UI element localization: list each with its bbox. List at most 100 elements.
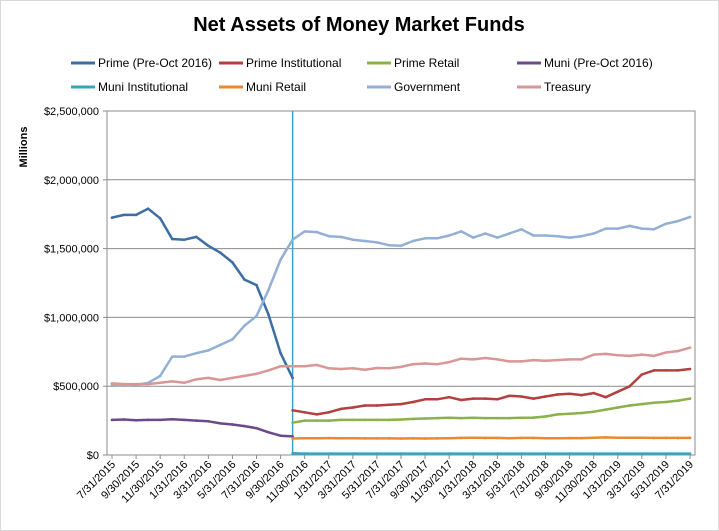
data-point (532, 358, 535, 362)
data-point (267, 369, 270, 372)
data-point (182, 381, 186, 385)
data-point (544, 234, 547, 237)
data-point (291, 376, 294, 380)
data-point (219, 378, 222, 382)
series-line (291, 367, 692, 416)
data-point (640, 227, 644, 230)
data-point (170, 237, 174, 241)
data-point (231, 423, 234, 426)
legend-label: Prime (Pre-Oct 2016) (98, 56, 212, 70)
data-point (676, 452, 680, 455)
data-point (592, 452, 595, 455)
data-point (411, 239, 415, 243)
series-line (110, 417, 294, 438)
data-point (580, 452, 583, 455)
data-point (688, 452, 692, 455)
data-point (435, 397, 439, 401)
data-point (652, 452, 656, 455)
data-point (459, 398, 463, 402)
data-point (652, 354, 656, 358)
data-point (640, 402, 644, 406)
data-point (459, 436, 463, 440)
data-point (688, 436, 692, 440)
data-point (483, 436, 487, 440)
legend-item: Prime Institutional (219, 56, 341, 70)
data-point (471, 452, 475, 455)
data-point (207, 376, 210, 380)
y-tick-label: $500,000 (53, 381, 99, 393)
data-point (604, 452, 608, 455)
data-point (339, 235, 343, 239)
data-point (387, 403, 391, 407)
data-point (207, 244, 210, 248)
data-point (411, 362, 415, 366)
data-point (483, 416, 487, 420)
data-point (363, 368, 367, 371)
data-point (604, 395, 608, 399)
data-point (243, 278, 246, 281)
data-point (219, 251, 222, 255)
data-point (291, 238, 294, 241)
data-point (471, 436, 475, 440)
data-point (279, 434, 282, 438)
data-point (134, 382, 138, 386)
data-point (315, 363, 319, 367)
data-point (556, 234, 559, 238)
data-point (327, 436, 331, 440)
data-point (640, 353, 644, 356)
data-point (496, 436, 499, 440)
data-point (291, 435, 294, 438)
data-point (556, 393, 559, 396)
y-tick-label: $2,500,000 (44, 106, 99, 118)
data-point (628, 404, 632, 407)
data-point (207, 349, 210, 352)
data-point (291, 452, 294, 455)
data-point (134, 419, 138, 422)
series-4 (291, 452, 692, 455)
data-point (580, 234, 583, 238)
data-point (568, 392, 571, 396)
data-point (134, 213, 138, 217)
data-point (170, 417, 174, 421)
data-point (327, 419, 331, 422)
data-point (399, 402, 403, 406)
data-point (604, 352, 608, 356)
data-point (399, 365, 403, 369)
legend: Prime (Pre-Oct 2016) Prime Institutional P… (71, 56, 653, 94)
data-point (243, 324, 246, 327)
legend-item: Prime Retail (367, 56, 459, 70)
data-point (592, 436, 595, 439)
data-point (532, 452, 535, 455)
data-point (628, 436, 632, 439)
data-point (243, 424, 246, 428)
data-point (652, 401, 656, 405)
data-point (339, 407, 343, 411)
data-point (616, 353, 620, 357)
data-point (447, 436, 451, 440)
data-point (652, 369, 656, 372)
data-point (604, 408, 608, 411)
data-point (496, 358, 499, 361)
data-point (532, 397, 535, 400)
data-point (279, 351, 282, 355)
data-point (207, 419, 210, 423)
data-point (303, 452, 306, 455)
data-point (411, 452, 415, 455)
series-7 (110, 346, 692, 386)
data-point (568, 358, 571, 361)
data-point (363, 437, 367, 440)
data-point (375, 366, 379, 370)
data-point (219, 422, 222, 425)
data-point (146, 382, 150, 386)
data-point (291, 437, 294, 440)
data-point (339, 436, 343, 440)
data-point (267, 313, 270, 316)
data-point (556, 452, 559, 455)
data-point (508, 416, 511, 420)
data-point (351, 238, 355, 241)
data-point (375, 452, 379, 455)
legend-label: Government (394, 80, 461, 94)
legend-label: Muni Retail (246, 80, 306, 94)
data-point (616, 452, 620, 455)
